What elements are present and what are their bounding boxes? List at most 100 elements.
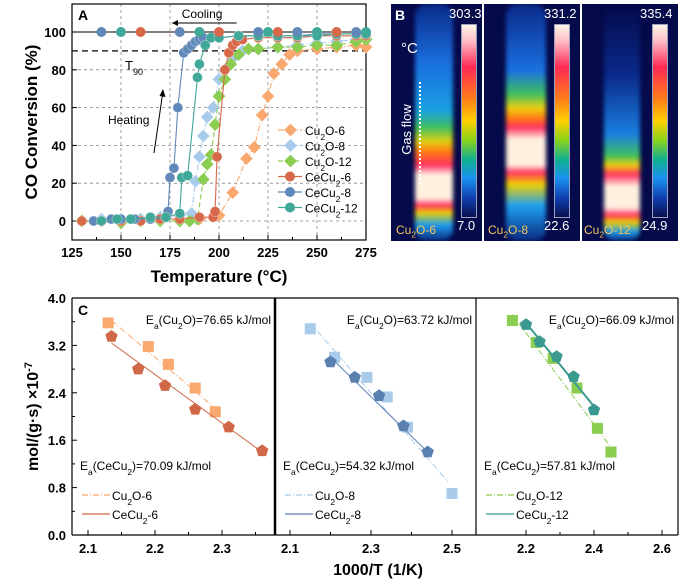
data-point-diamond bbox=[208, 118, 222, 131]
legend-label: Cu2O-6 bbox=[305, 124, 345, 142]
legend-label: CeCu2-12 bbox=[305, 202, 358, 220]
exponent: -7 bbox=[23, 362, 35, 372]
label-fragment: -8 bbox=[340, 186, 351, 200]
label-fragment: (Ce bbox=[497, 459, 517, 473]
label-fragment: O-6 bbox=[132, 489, 152, 503]
label-fragment: E bbox=[347, 313, 355, 327]
label-fragment: -12 bbox=[551, 508, 569, 522]
panel-a-chart: 125 150 175 200 225 250 275 0 20 40 60 80 100 Tempera… bbox=[22, 3, 377, 286]
label-fragment: Cu bbox=[315, 459, 330, 473]
cooling-label: Cooling bbox=[182, 7, 223, 21]
label-fragment: O-6 bbox=[325, 124, 345, 138]
panel-b-thermal-images: 303.3 7.0 °C Gas flow Cu2O-6 B 331.2 22.… bbox=[391, 4, 678, 241]
data-point-diamond bbox=[200, 157, 214, 171]
cooling-point bbox=[253, 27, 264, 37]
series-cu2o-12 bbox=[506, 314, 617, 458]
label-fragment: Cu bbox=[163, 313, 178, 327]
data-point-diamond bbox=[359, 40, 373, 54]
cooling-point bbox=[214, 27, 224, 37]
label-fragment: Cu bbox=[305, 124, 320, 138]
gas-flow-arrow bbox=[419, 82, 421, 184]
data-point-square bbox=[506, 315, 518, 327]
y-tick-label: 1.6 bbox=[48, 433, 66, 448]
data-point-square bbox=[381, 391, 393, 403]
legend-marker bbox=[285, 202, 295, 213]
label-fragment: T bbox=[125, 58, 133, 73]
cooling-point bbox=[361, 27, 371, 37]
data-point-sphere bbox=[125, 213, 137, 225]
data-point-pentagon bbox=[348, 370, 361, 383]
y-tick-label: 20 bbox=[52, 176, 66, 191]
data-point-sphere bbox=[182, 170, 194, 182]
subplot-2: 2.1 2.3 2.5Ea(Cu2O)=63.72 kJ/molEa(CeCu2)=… bbox=[281, 313, 472, 556]
data-point-pentagon bbox=[567, 370, 580, 383]
data-point-pentagon bbox=[533, 335, 546, 348]
legend-label: Cu2O-8 bbox=[305, 140, 345, 158]
cooling-point bbox=[116, 27, 126, 37]
label-fragment: O-8 bbox=[325, 140, 345, 154]
label-fragment: (Ce bbox=[93, 459, 113, 473]
x-tick-label: 2.4 bbox=[585, 541, 604, 556]
x-tick-label: 2.2 bbox=[146, 541, 164, 556]
sample-label: Cu2O-6 bbox=[396, 223, 437, 240]
data-point-square bbox=[571, 382, 583, 394]
x-tick-label: 175 bbox=[159, 245, 181, 260]
y-tick-label: 3.2 bbox=[48, 338, 66, 353]
data-point-sphere bbox=[191, 71, 203, 83]
label-fragment: ( bbox=[360, 313, 364, 327]
x-tick-label: 2.1 bbox=[281, 541, 299, 556]
label-fragment: 2 bbox=[320, 148, 325, 158]
legend-marker bbox=[284, 154, 297, 168]
thermal-image-1: 303.3 7.0 °C Gas flow Cu2O-6 B bbox=[391, 4, 482, 241]
data-point-pentagon bbox=[397, 419, 410, 432]
y-tick-label: 2.4 bbox=[48, 386, 67, 401]
data-point-sphere bbox=[193, 58, 205, 70]
x-tick-label: 125 bbox=[61, 245, 83, 260]
label-fragment: O-8 bbox=[335, 489, 355, 503]
legend-label: CeCu2-6 bbox=[305, 171, 351, 189]
activation-energy-cu2o: Ea(Cu2O)=66.09 kJ/mol bbox=[549, 313, 674, 331]
label-fragment: Cu bbox=[320, 202, 335, 216]
data-point-sphere bbox=[233, 30, 245, 42]
cooling-point bbox=[174, 27, 185, 37]
label-fragment: -12 bbox=[340, 202, 358, 216]
data-point-sphere bbox=[193, 211, 205, 223]
x-axis-label: Temperature (°C) bbox=[151, 267, 288, 286]
x-tick-label: 250 bbox=[306, 245, 328, 260]
legend-marker bbox=[284, 123, 297, 137]
label-fragment: ( bbox=[562, 313, 566, 327]
y-tick-label: 0.0 bbox=[48, 528, 66, 543]
y-tick-label: 0.8 bbox=[48, 481, 66, 496]
cooling-point bbox=[135, 27, 146, 37]
data-point-square bbox=[591, 422, 603, 434]
x-tick-label: 2.1 bbox=[79, 541, 97, 556]
x-tick-label: 225 bbox=[257, 245, 279, 260]
colorbar bbox=[652, 24, 668, 218]
label-fragment: O)=63.72 kJ/mol bbox=[384, 313, 472, 327]
label-fragment: O-12 bbox=[536, 489, 563, 503]
data-point-diamond bbox=[267, 67, 281, 80]
data-point-pentagon bbox=[132, 362, 145, 375]
label-fragment: Cu bbox=[516, 489, 531, 503]
label-fragment: -8 bbox=[350, 508, 361, 522]
label-fragment: Cu bbox=[320, 186, 335, 200]
label-fragment: a bbox=[355, 321, 360, 331]
data-point-diamond bbox=[196, 129, 210, 143]
label-fragment: Cu bbox=[112, 489, 127, 503]
label-fragment: 2 bbox=[379, 321, 384, 331]
label-fragment: a bbox=[88, 467, 93, 477]
label-fragment: a bbox=[291, 467, 296, 477]
label-fragment: Ce bbox=[315, 508, 331, 522]
data-point-diamond bbox=[206, 101, 220, 114]
label-fragment: Ce bbox=[112, 508, 128, 522]
activation-energy-cecu2: Ea(CeCu2)=54.32 kJ/mol bbox=[283, 459, 414, 477]
label-fragment: E bbox=[283, 459, 291, 473]
data-point-diamond bbox=[242, 42, 255, 56]
label-fragment: 2 bbox=[531, 467, 536, 477]
y-tick-label: 60 bbox=[52, 101, 66, 116]
y-axis-label: CO Conversion (%) bbox=[22, 45, 41, 200]
activation-energy-cu2o: Ea(Cu2O)=63.72 kJ/mol bbox=[347, 313, 472, 331]
data-point-pentagon bbox=[550, 350, 563, 362]
tube-hotspot bbox=[506, 4, 546, 241]
